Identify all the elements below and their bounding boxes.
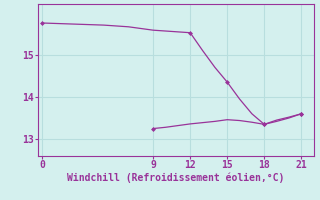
X-axis label: Windchill (Refroidissement éolien,°C): Windchill (Refroidissement éolien,°C) <box>67 173 285 183</box>
